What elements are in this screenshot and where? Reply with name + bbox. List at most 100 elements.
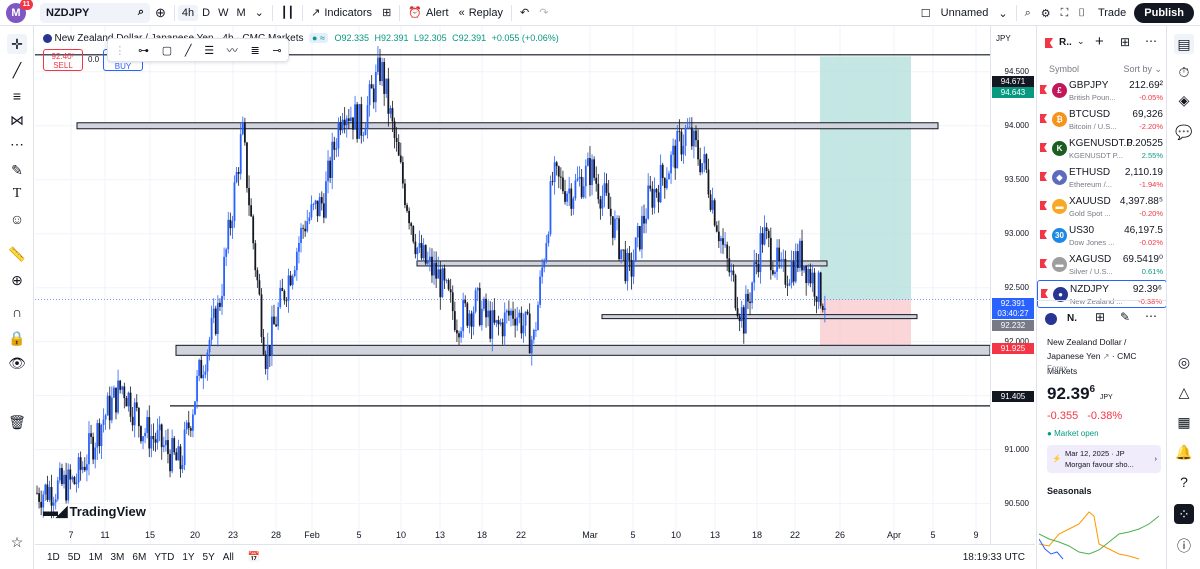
redo-icon[interactable]: ↷ xyxy=(539,7,549,19)
range-1m[interactable]: 1M xyxy=(88,551,103,563)
range-1y[interactable]: 1Y xyxy=(182,551,195,563)
currency-label[interactable]: JPY xyxy=(996,34,1011,43)
interval-w[interactable]: W xyxy=(218,6,229,19)
candle-type-icon[interactable]: ┃┃ xyxy=(280,7,295,19)
path-tool-icon[interactable]: 〰 xyxy=(226,45,238,57)
magnet-icon[interactable]: ∩ xyxy=(11,304,23,320)
news-card[interactable]: ⚡ Mar 12, 2025 · JP Morgan favour sho...… xyxy=(1047,445,1161,473)
symbol-search[interactable]: NZDJPY ⌕ xyxy=(40,2,150,23)
range-6m[interactable]: 6M xyxy=(132,551,147,563)
drag-handle-icon[interactable]: ⋮ xyxy=(114,44,126,57)
ruler-icon[interactable]: 📏 xyxy=(8,245,26,262)
interval-m[interactable]: M xyxy=(236,6,246,19)
line-tool-icon[interactable]: ╱ xyxy=(184,44,192,57)
publish-button[interactable]: Publish xyxy=(1134,3,1194,23)
undo-icon[interactable]: ↶ xyxy=(519,7,530,19)
details-edit-icon[interactable]: ✎ xyxy=(1120,310,1131,324)
layout-checkbox-icon[interactable]: ☐ xyxy=(920,7,931,20)
range-5d[interactable]: 5D xyxy=(67,551,81,563)
settings-gear-icon[interactable]: ⚙ xyxy=(1040,7,1051,20)
trend-line-icon[interactable]: ╱ xyxy=(12,61,22,78)
watchlist-row-nzdjpy[interactable]: ● NZDJPY New Zealand ... 92.39⁶ -0.38% xyxy=(1037,280,1167,308)
watchlist-dropdown-icon[interactable]: ⌄ xyxy=(1077,36,1085,46)
apps-grid-icon[interactable]: ⁘ xyxy=(1174,504,1194,524)
time-axis-label: 10 xyxy=(396,530,406,540)
compare-button[interactable]: ⊕ xyxy=(155,4,166,20)
pattern-icon[interactable]: ⋈ xyxy=(10,111,24,128)
h-line-icon[interactable]: ⊸ xyxy=(272,44,282,57)
range-all[interactable]: All xyxy=(222,551,234,563)
zoom-in-icon[interactable]: ⊕ xyxy=(11,271,23,288)
hide-drawings-eye-icon[interactable]: 👁 xyxy=(8,354,26,371)
watchlist-row-gbpjpy[interactable]: £ GBPJPY British Poun... 212.69² -0.05% xyxy=(1037,77,1167,105)
trade-button[interactable]: Trade xyxy=(1097,7,1127,19)
templates-icon[interactable]: ⊞ xyxy=(382,7,392,19)
parallel-channel-icon[interactable]: ☰ xyxy=(204,44,215,57)
watchlist-row-xauusd[interactable]: ▬ XAUUSD Gold Spot ... 4,397.88⁵ -0.20% xyxy=(1037,193,1167,221)
range-5y[interactable]: 5Y xyxy=(202,551,215,563)
interval-4h[interactable]: 4h xyxy=(177,4,199,21)
candle-body xyxy=(343,119,346,126)
lock-drawings-icon[interactable]: 🔒 xyxy=(8,329,26,346)
range-3m[interactable]: 3M xyxy=(110,551,125,563)
fullscreen-icon[interactable]: ⛶ xyxy=(1060,6,1069,19)
calendar-icon[interactable]: ▦ xyxy=(1177,413,1191,430)
emoji-icon[interactable]: ☺ xyxy=(9,211,25,227)
watchlist-row-xagusd[interactable]: ▬ XAGUSD Silver / U.S... 69.5419⁰ 0.61% xyxy=(1037,251,1167,279)
user-avatar[interactable]: M 11 xyxy=(6,0,33,23)
help-icon[interactable]: ? xyxy=(1180,474,1188,490)
chart-canvas[interactable]: 7 11 15 20 23 28 Feb 5 10 13 18 22 Mar 5 10 13 18 22 26 Apr… xyxy=(35,26,990,544)
watchlist-row-kgenusdtp[interactable]: K KGENUSDT.P KGENUSDT P... 0.20525 2.55% xyxy=(1037,135,1167,163)
watchlist-row-ethusd[interactable]: ◆ ETHUSD Ethereum /... 2,110.19 -1.94% xyxy=(1037,164,1167,192)
crosshair-icon[interactable]: ✛ xyxy=(7,34,27,54)
chart-pane[interactable]: 7 11 15 20 23 28 Feb 5 10 13 18 22 Mar 5 10 13 18 22 26 Apr… xyxy=(35,26,990,544)
quick-search-icon[interactable]: ⌕ xyxy=(1024,6,1031,19)
help-circle-icon[interactable]: ⓘ xyxy=(1177,538,1191,554)
range-ytd[interactable]: YTD xyxy=(154,551,175,563)
chat-icon[interactable]: 💬 xyxy=(1175,123,1193,140)
layout-dropdown-icon[interactable]: ⌄ xyxy=(998,7,1008,20)
rectangle-tool-icon[interactable]: ▢ xyxy=(161,44,173,57)
advanced-view-icon[interactable]: ⊞ xyxy=(1120,35,1131,49)
snapshot-camera-icon[interactable]: ⌷ xyxy=(1078,6,1085,19)
col-sort-header[interactable]: Sort by ⌄ xyxy=(1123,64,1162,74)
horizontal-ray-icon[interactable]: ⊶ xyxy=(138,44,150,57)
more-options-icon[interactable]: ⋯ xyxy=(1145,34,1157,48)
prediction-icon[interactable]: ⋯ xyxy=(10,135,24,152)
brush-icon[interactable]: ✎ xyxy=(11,161,23,178)
watchlist-row-us30[interactable]: 30 US30 Dow Jones ... 46,197.5 -0.02% xyxy=(1037,222,1167,250)
col-symbol-header[interactable]: Symbol xyxy=(1049,64,1080,74)
layers-icon[interactable]: ◈ xyxy=(1178,91,1190,108)
seasonals-chart[interactable] xyxy=(1039,504,1165,564)
details-full-name[interactable]: New Zealand Dollar / Japanese Yen ↗ · CM… xyxy=(1047,335,1165,378)
fib-retracement-icon[interactable]: ≡ xyxy=(12,88,22,104)
details-grid-icon[interactable]: ⊞ xyxy=(1095,310,1106,324)
details-change-abs: -0.355 xyxy=(1047,410,1079,422)
details-more-icon[interactable]: ⋯ xyxy=(1145,309,1157,323)
alerts-clock-icon[interactable]: ⏱ xyxy=(1178,63,1190,80)
utc-clock[interactable]: 18:19:33 UTC xyxy=(962,551,1025,563)
date-range-calendar-icon[interactable]: 📅 xyxy=(247,551,261,563)
multi-line-icon[interactable]: ≣ xyxy=(250,44,260,57)
watchlist-icon[interactable]: ▤ xyxy=(1174,34,1194,54)
range-1d[interactable]: 1D xyxy=(47,551,60,563)
alert-button[interactable]: ⏰ Alert xyxy=(403,2,453,24)
layout-name[interactable]: Unnamed xyxy=(940,7,989,19)
add-symbol-plus-icon[interactable]: + xyxy=(1095,33,1104,50)
indicators-button[interactable]: ↗ Indicators xyxy=(306,2,377,24)
favorites-star-icon[interactable]: ☆ xyxy=(10,533,24,550)
trash-icon[interactable]: 🗑 xyxy=(8,413,26,430)
price-axis[interactable]: JPY 94.500 94.000 93.500 93.000 92.500 92.000… xyxy=(990,26,1035,544)
details-symbol-short[interactable]: N. xyxy=(1067,313,1077,324)
notifications-bell-icon[interactable]: 🔔 xyxy=(1175,443,1193,460)
screener-icon[interactable]: △ xyxy=(1178,383,1190,400)
sell-button[interactable]: 92.40⁷ SELL xyxy=(43,49,83,71)
ideas-icon[interactable]: ◎ xyxy=(1177,353,1191,370)
interval-dropdown-icon[interactable]: ⌄ xyxy=(254,7,264,19)
seasonals-title[interactable]: Seasonals xyxy=(1047,486,1092,496)
replay-button[interactable]: «Replay xyxy=(454,2,508,24)
watchlist-name[interactable]: R.. xyxy=(1059,37,1072,48)
interval-d[interactable]: D xyxy=(202,6,211,19)
watchlist-row-btcusd[interactable]: ₿ BTCUSD Bitcoin / U.S... 69,326 -2.20% xyxy=(1037,106,1167,134)
text-tool-icon[interactable]: T xyxy=(12,186,22,201)
